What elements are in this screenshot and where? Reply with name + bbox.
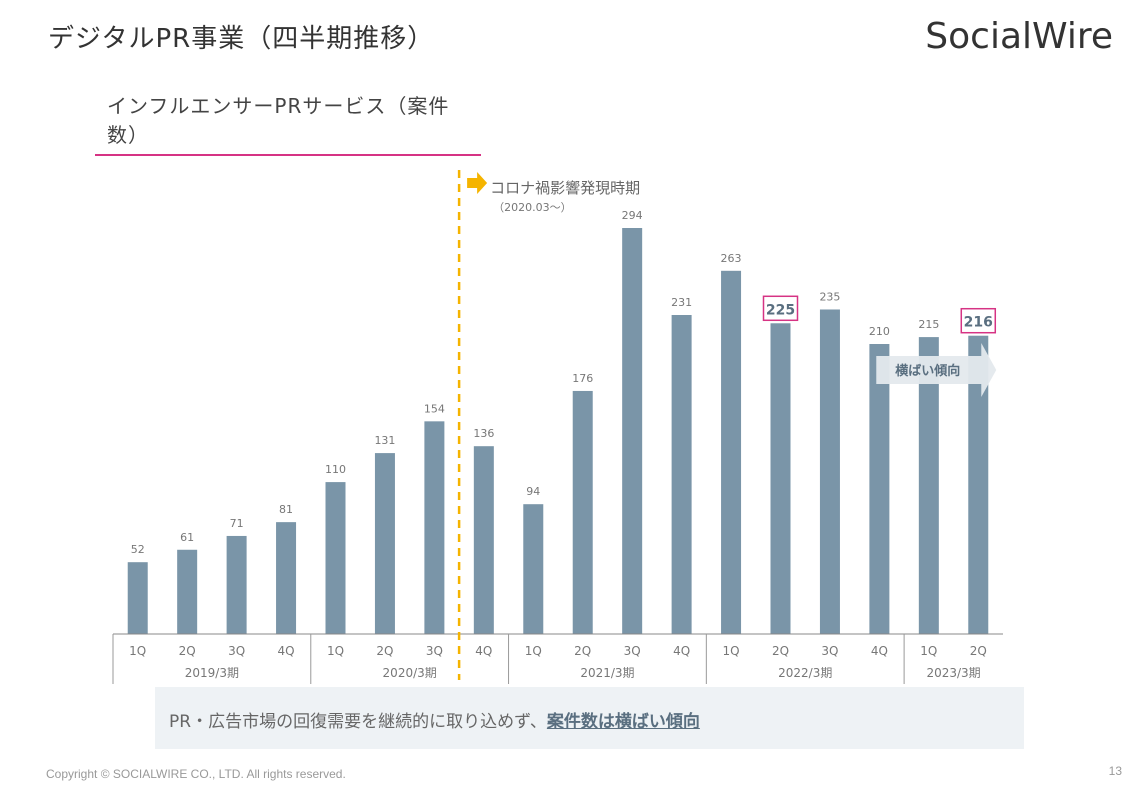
bar [473,446,494,634]
trend-label: 横ばい傾向 [895,363,960,379]
value-label: 94 [526,485,540,498]
summary-box: PR・広告市場の回復需要を継続的に取り込めず、案件数は横ばい傾向 [155,687,1024,749]
bar [572,390,593,634]
page-title: デジタルPR事業（四半期推移） [48,24,435,54]
value-label: 52 [131,543,145,556]
value-label: 110 [325,463,346,476]
group-label: 2020/3期 [383,666,437,680]
tick-label: 1Q [327,644,344,658]
group-label: 2021/3期 [580,666,634,680]
page-number: 13 [1108,764,1122,778]
value-label: 176 [572,372,593,385]
value-label: 235 [819,290,840,303]
bar [622,228,643,634]
value-label: 81 [279,503,293,516]
tick-label: 3Q [821,644,838,658]
summary-highlight: 案件数は横ばい傾向 [546,712,700,732]
tick-label: 2Q [772,644,789,658]
tick-label: 2Q [376,644,393,658]
group-label: 2023/3期 [926,666,980,680]
bar [226,535,247,634]
tick-label: 3Q [228,644,245,658]
value-label: 136 [473,427,494,440]
bar [325,482,346,634]
tick-label: 1Q [525,644,542,658]
annotation-sublabel: （2020.03～） [493,201,571,214]
bar [869,344,890,634]
bar [127,562,148,634]
value-label: 216 [964,315,993,331]
value-label: 61 [180,531,194,544]
value-label: 263 [721,252,742,265]
trend-arrow-icon [876,343,997,397]
tick-label: 4Q [278,644,295,658]
highlight-box [960,307,997,334]
company-logo: SocialWire [925,16,1113,57]
tick-label: 2Q [574,644,591,658]
arrow-right-icon [467,172,488,194]
value-label: 210 [869,325,890,338]
value-label: 231 [671,296,692,309]
bar [424,421,445,634]
value-label: 131 [374,434,395,447]
tick-label: 1Q [920,644,937,658]
bar [968,335,989,634]
tick-label: 4Q [475,644,492,658]
value-label: 225 [766,302,795,318]
bar [671,315,692,634]
tick-label: 4Q [673,644,690,658]
value-label: 215 [918,318,939,331]
bar [770,323,791,634]
tick-label: 1Q [129,644,146,658]
bar [721,270,742,634]
tick-label: 2Q [179,644,196,658]
tick-label: 2Q [970,644,987,658]
tick-label: 1Q [723,644,740,658]
bar [177,549,198,634]
highlight-box [762,295,799,322]
summary-text: PR・広告市場の回復需要を継続的に取り込めず、 [169,712,547,732]
tick-label: 3Q [624,644,641,658]
value-label: 294 [622,209,643,222]
annotation-label: コロナ禍影響発現時期 [490,179,640,197]
bar [374,453,395,634]
value-label: 71 [230,517,244,530]
bar [523,504,544,634]
tick-label: 4Q [871,644,888,658]
bar [276,522,297,634]
tick-label: 3Q [426,644,443,658]
chart-title: インフルエンサーPRサービス（案件数） [95,90,481,156]
group-label: 2022/3期 [778,666,832,680]
bar [819,309,840,634]
value-label: 154 [424,402,445,415]
copyright-footer: Copyright © SOCIALWIRE CO., LTD. All rig… [46,767,346,781]
bar [918,337,939,634]
group-label: 2019/3期 [185,666,239,680]
